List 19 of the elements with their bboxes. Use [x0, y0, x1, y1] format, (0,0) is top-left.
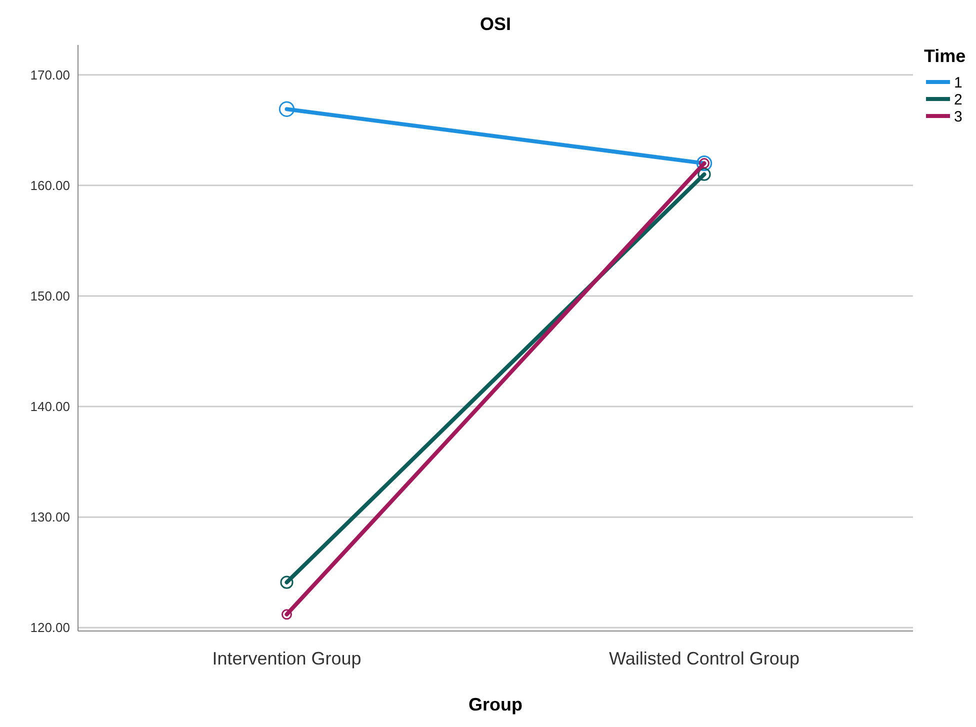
chart-title: OSI — [480, 14, 512, 34]
x-tick-label: Wailisted Control Group — [609, 648, 800, 668]
y-tick-label: 140.00 — [30, 399, 70, 414]
legend-label: 2 — [954, 91, 962, 108]
legend-label: 3 — [954, 108, 962, 126]
point — [282, 609, 292, 620]
y-tick-label: 170.00 — [30, 67, 70, 82]
legend-title: Time — [924, 46, 966, 66]
y-tick-label: 150.00 — [30, 288, 70, 304]
point — [280, 576, 294, 589]
y-tick-label: 160.00 — [30, 178, 70, 193]
point — [696, 155, 712, 172]
y-tick-label: 120.00 — [30, 620, 70, 636]
legend-label: 1 — [954, 74, 962, 92]
x-tick-label: Intervention Group — [212, 648, 362, 668]
x-axis-title: Group — [468, 694, 522, 714]
point — [698, 168, 711, 181]
y-tick-label: 130.00 — [30, 510, 70, 525]
point — [278, 101, 295, 117]
